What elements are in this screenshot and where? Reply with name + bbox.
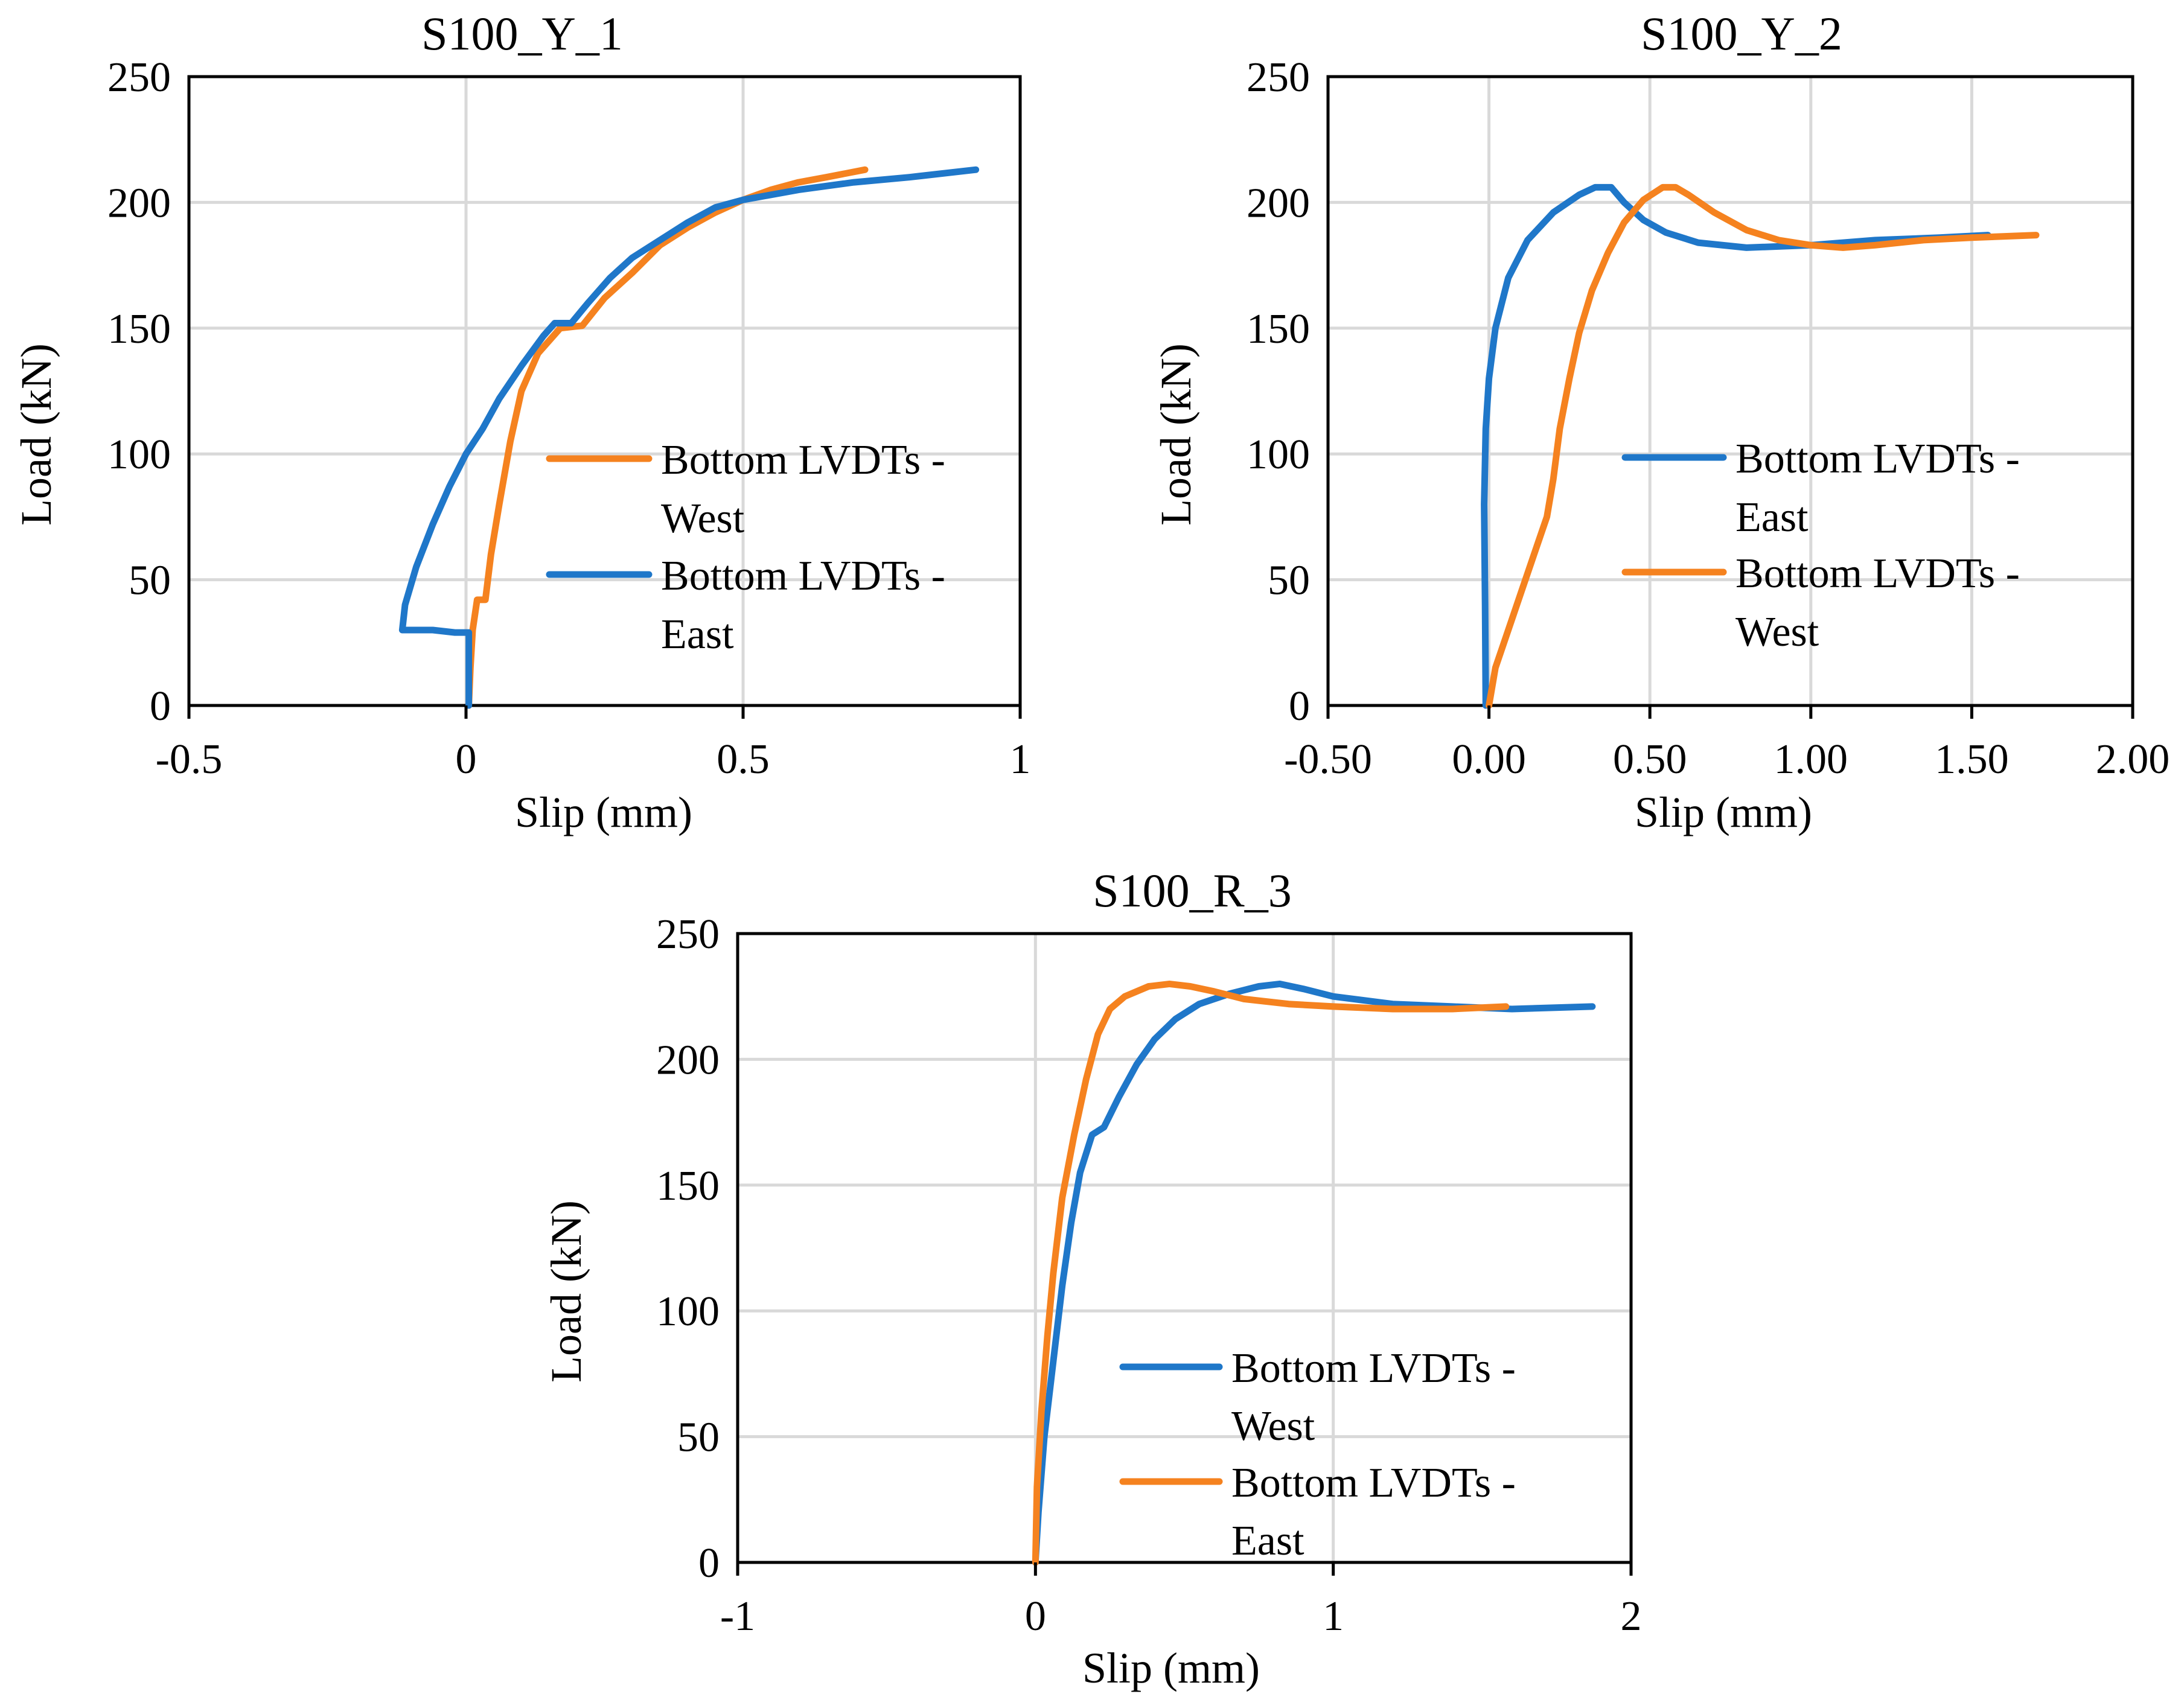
y-tick-label: 150: [107, 306, 171, 352]
x-tick-label: 1.50: [1935, 736, 2009, 783]
y-tick-label: 200: [107, 180, 171, 226]
plot-frame: [1326, 75, 2135, 707]
x-tick-label: -0.5: [156, 736, 223, 783]
x-tick-label: -1: [720, 1593, 755, 1640]
legend-label-east-line2: East: [661, 611, 734, 658]
legend-label-west-line2: West: [1735, 609, 1819, 655]
tick-labels: 0 50 100 150 200 250 -0.5 0 0.5 1: [107, 54, 1031, 783]
series-line-bottom-lvdts-east: [398, 166, 980, 709]
plot-frame: [187, 75, 1022, 707]
y-tick-label: 150: [656, 1163, 720, 1209]
legend-label-east-line2: East: [1231, 1518, 1304, 1564]
tick-labels: 0 50 100 150 200 250 -0.50 0.00 0.50 1.00 1.50 2.00: [1247, 54, 2170, 783]
y-tick-label: 250: [1247, 54, 1310, 101]
y-tick-label: 200: [1247, 180, 1310, 226]
y-tick-label: 100: [107, 431, 171, 478]
x-tick-label: 1.00: [1774, 736, 1848, 783]
y-tick-label: 150: [1247, 306, 1310, 352]
x-tick-label: 0.50: [1613, 736, 1687, 783]
legend-label-west-line1: Bottom LVDTs -: [1231, 1345, 1516, 1392]
y-tick-label: 250: [107, 54, 171, 101]
series-line-bottom-lvdts-west: [1032, 980, 1596, 1566]
legend: Bottom LVDTs - West Bottom LVDTs - East: [1119, 1345, 1516, 1564]
x-tick-label: 0: [1025, 1593, 1046, 1640]
legend: Bottom LVDTs - West Bottom LVDTs - East: [546, 437, 945, 658]
y-tick-label: 50: [1268, 558, 1310, 604]
legend-label-east-line2: East: [1735, 494, 1809, 541]
legend-label-west-line1: Bottom LVDTs -: [661, 437, 945, 483]
series-line-bottom-lvdts-east: [1481, 183, 1991, 709]
legend-label-west-line1: Bottom LVDTs -: [1735, 550, 2020, 597]
x-tick-label: 0.5: [717, 736, 770, 783]
x-tick-label: -0.50: [1284, 736, 1372, 783]
legend-label-west-line2: West: [661, 495, 745, 542]
legend-label-west-line2: West: [1231, 1403, 1315, 1450]
legend-label-east-line1: Bottom LVDTs -: [1735, 436, 2020, 482]
series-line-bottom-lvdts-west: [1486, 183, 2040, 709]
x-tick-label: 0: [456, 736, 477, 783]
x-tick-label: 2: [1621, 1593, 1642, 1640]
x-axis-label: Slip (mm): [1082, 1644, 1260, 1692]
x-axis-label: Slip (mm): [1635, 788, 1812, 836]
y-tick-label: 50: [677, 1415, 720, 1461]
y-axis-label: Load (kN): [1152, 343, 1200, 526]
chart-s100-y-2: S100_Y_2 Slip (mm) Load (kN) 0 50 100 150 20…: [1152, 7, 2170, 836]
y-tick-label: 0: [150, 683, 171, 730]
x-tick-label: 1: [1323, 1593, 1344, 1640]
y-tick-label: 200: [656, 1037, 720, 1083]
y-tick-label: 0: [1289, 683, 1310, 730]
y-tick-label: 100: [656, 1288, 720, 1335]
chart-s100-y-1: S100_Y_1 Slip (mm) Load (kN) 0 50 100 150 20…: [12, 7, 1031, 836]
y-tick-label: 50: [129, 558, 171, 604]
legend-label-east-line1: Bottom LVDTs -: [1231, 1460, 1516, 1506]
grid: [736, 932, 1633, 1564]
x-axis-label: Slip (mm): [515, 788, 692, 836]
y-axis-label: Load (kN): [542, 1200, 590, 1383]
plot-frame: [736, 932, 1633, 1564]
x-tick-label: 2.00: [2096, 736, 2170, 783]
series-lines: [1032, 980, 1596, 1566]
y-tick-label: 100: [1247, 431, 1310, 478]
chart-title: S100_Y_2: [1641, 7, 1842, 60]
chart-title: S100_R_3: [1093, 864, 1291, 917]
x-tick-label: 0.00: [1452, 736, 1526, 783]
legend-label-east-line1: Bottom LVDTs -: [661, 553, 945, 599]
grid: [187, 75, 1022, 707]
y-tick-label: 250: [656, 911, 720, 958]
y-axis-label: Load (kN): [12, 343, 60, 526]
grid: [1326, 75, 2135, 707]
legend: Bottom LVDTs - East Bottom LVDTs - West: [1621, 436, 2020, 655]
chart-s100-r-3: S100_R_3 Slip (mm) Load (kN) 05010015020…: [542, 864, 1642, 1692]
y-tick-label: 0: [698, 1540, 720, 1587]
series-line-bottom-lvdts-east: [1032, 980, 1510, 1566]
chart-title: S100_Y_1: [421, 7, 623, 60]
series-lines: [398, 166, 980, 709]
x-tick-label: 1: [1010, 736, 1031, 783]
series-lines: [1481, 183, 2040, 709]
